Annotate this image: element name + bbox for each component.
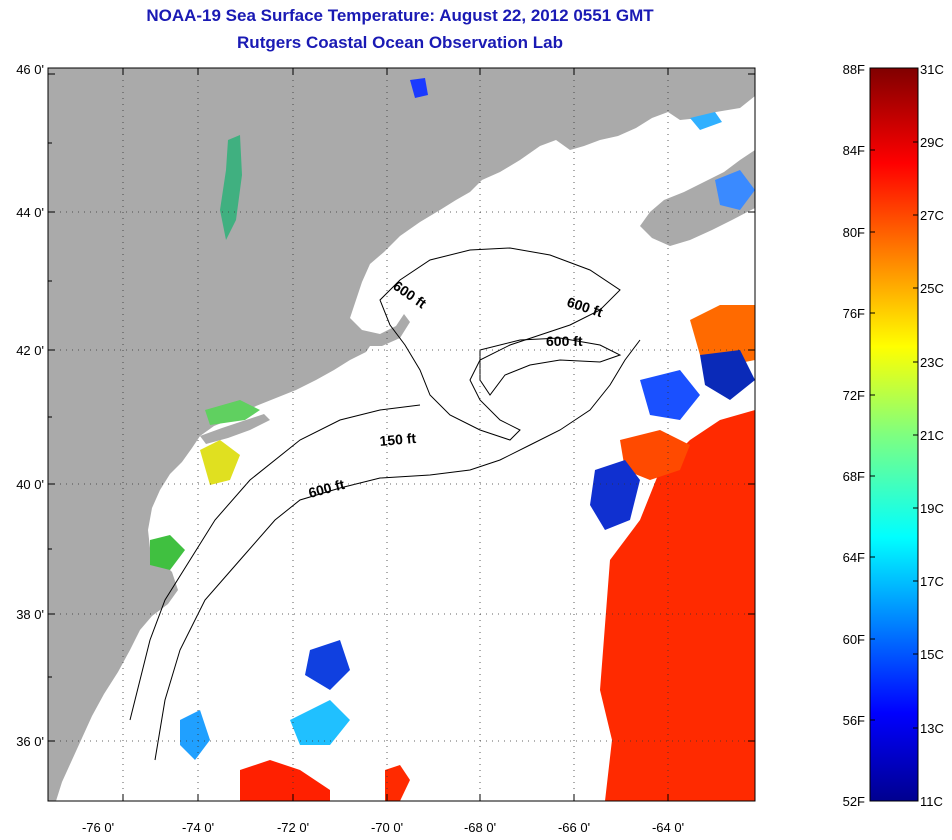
lon-label: -64 0' bbox=[652, 820, 684, 835]
colorbar-c-label: 31C bbox=[920, 62, 944, 77]
lat-label: 44 0' bbox=[16, 205, 44, 220]
contour-150ft bbox=[129, 404, 421, 721]
colorbar-f-label: 64F bbox=[843, 550, 865, 565]
colorbar-c-label: 13C bbox=[920, 721, 944, 736]
land-mainland bbox=[48, 68, 755, 801]
colorbar-c-label: 27C bbox=[920, 208, 944, 223]
lon-label: -66 0' bbox=[558, 820, 590, 835]
lon-label: -74 0' bbox=[182, 820, 214, 835]
colorbar-f-label: 72F bbox=[843, 388, 865, 403]
colorbar bbox=[869, 67, 919, 802]
land-cape-cod bbox=[362, 314, 410, 346]
colorbar-c-label: 11C bbox=[920, 794, 943, 809]
contour-label: 600 ft bbox=[546, 333, 583, 349]
lon-label: -70 0' bbox=[371, 820, 403, 835]
colorbar-f-label: 52F bbox=[843, 794, 865, 809]
colorbar-c-label: 19C bbox=[920, 501, 944, 516]
graticule bbox=[48, 68, 755, 801]
map-frame bbox=[47, 67, 756, 802]
contour-shelf-edge bbox=[154, 339, 641, 761]
colorbar-ticks bbox=[870, 141, 918, 729]
axis-ticks bbox=[48, 68, 755, 801]
lon-label: -72 0' bbox=[277, 820, 309, 835]
lon-label: -76 0' bbox=[82, 820, 114, 835]
colorbar-c-label: 15C bbox=[920, 647, 944, 662]
colorbar-c-label: 25C bbox=[920, 281, 944, 296]
colorbar-f-label: 68F bbox=[843, 469, 865, 484]
colorbar-f-label: 56F bbox=[843, 713, 865, 728]
colorbar-c-label: 17C bbox=[920, 574, 944, 589]
colorbar-f-label: 80F bbox=[843, 225, 865, 240]
map-title: NOAA-19 Sea Surface Temperature: August … bbox=[146, 6, 654, 25]
lat-label: 38 0' bbox=[16, 607, 44, 622]
colorbar-f-label: 60F bbox=[843, 632, 865, 647]
land-long-island bbox=[200, 414, 270, 444]
colorbar-c-label: 23C bbox=[920, 355, 944, 370]
lat-label: 40 0' bbox=[16, 477, 44, 492]
map-subtitle: Rutgers Coastal Ocean Observation Lab bbox=[237, 33, 563, 52]
lon-label: -68 0' bbox=[464, 820, 496, 835]
colorbar-f-label: 84F bbox=[843, 143, 865, 158]
land-nova-scotia bbox=[640, 150, 755, 246]
colorbar-c-label: 29C bbox=[920, 135, 944, 150]
lat-label: 36 0' bbox=[16, 734, 44, 749]
contour-label: 150 ft bbox=[379, 430, 417, 449]
colorbar-f-label: 76F bbox=[843, 306, 865, 321]
lat-label: 46 0' bbox=[16, 62, 44, 77]
colorbar-f-label: 88F bbox=[843, 62, 865, 77]
sst-data-patches bbox=[150, 78, 755, 801]
lat-label: 42 0' bbox=[16, 343, 44, 358]
contour-georges bbox=[479, 337, 622, 396]
colorbar-c-label: 21C bbox=[920, 428, 944, 443]
